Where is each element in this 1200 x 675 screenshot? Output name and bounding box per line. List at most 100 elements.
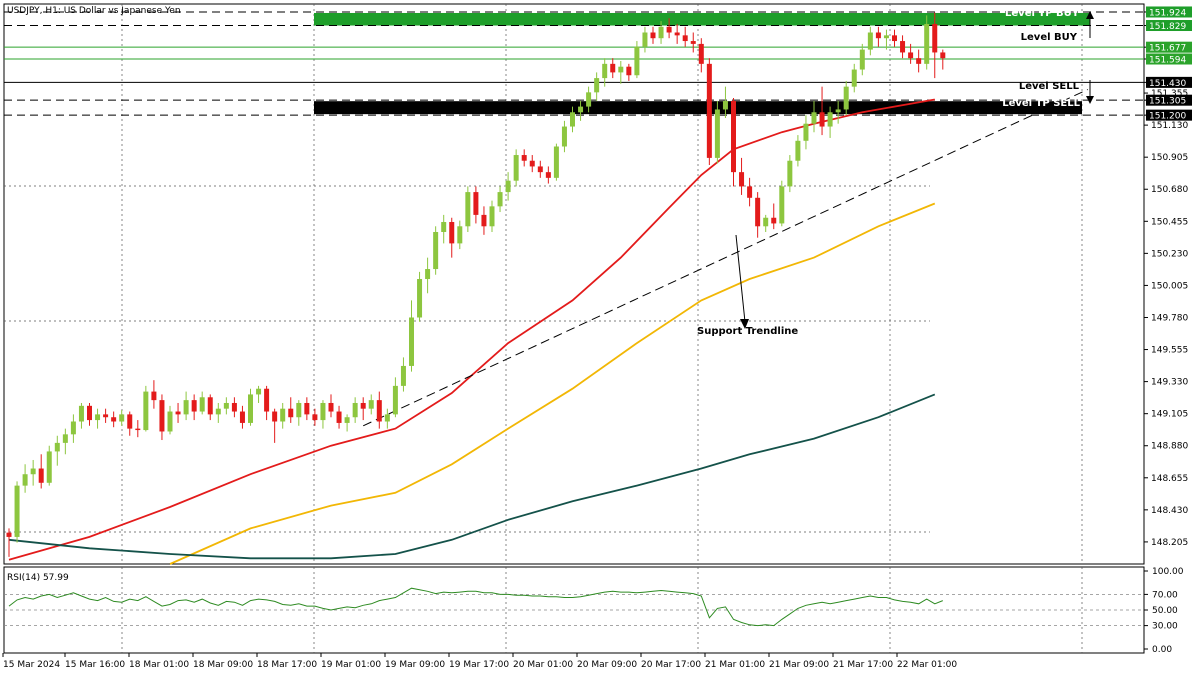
candle-body bbox=[231, 402, 237, 412]
candle-body bbox=[731, 100, 736, 173]
candle-body bbox=[924, 23, 930, 64]
candle bbox=[320, 400, 326, 429]
price-label-box bbox=[1146, 94, 1192, 106]
candle-body bbox=[570, 112, 575, 127]
candle-body bbox=[223, 402, 229, 409]
candle bbox=[46, 445, 52, 486]
candle-body bbox=[175, 411, 181, 415]
candle bbox=[731, 98, 736, 187]
candle-body bbox=[497, 192, 503, 207]
x-tick-label: 20 Mar 09:00 bbox=[577, 660, 637, 670]
candle-body bbox=[70, 421, 76, 435]
candle bbox=[521, 149, 527, 167]
candle bbox=[54, 435, 60, 466]
candle bbox=[392, 377, 398, 418]
candle-body bbox=[191, 400, 197, 412]
candle-body bbox=[38, 468, 44, 483]
candle bbox=[618, 60, 624, 84]
candle bbox=[578, 100, 584, 121]
candle-body bbox=[151, 391, 157, 401]
candle-body bbox=[368, 400, 374, 409]
candle bbox=[674, 23, 680, 44]
candle-body bbox=[288, 408, 294, 418]
candle bbox=[231, 397, 237, 418]
candle-body bbox=[473, 192, 479, 215]
candle bbox=[465, 186, 471, 232]
candle bbox=[779, 180, 785, 227]
candle-body bbox=[392, 385, 398, 415]
candle bbox=[30, 459, 36, 486]
candle-body bbox=[256, 388, 262, 395]
price-label: 151.924 bbox=[1149, 8, 1186, 18]
candle-body bbox=[62, 434, 68, 443]
tp-sell-zone bbox=[314, 101, 1082, 115]
candle-body bbox=[239, 411, 245, 423]
candle bbox=[111, 411, 117, 428]
candle bbox=[449, 217, 455, 258]
candle-body bbox=[811, 112, 817, 124]
candle-body bbox=[384, 414, 390, 422]
rsi-tick-label: 70.00 bbox=[1152, 590, 1178, 600]
candle bbox=[328, 394, 334, 418]
candle bbox=[892, 29, 897, 47]
candle bbox=[851, 63, 857, 93]
candle bbox=[400, 357, 406, 392]
candle-body bbox=[819, 112, 825, 127]
candle-body bbox=[674, 32, 680, 36]
candle-body bbox=[827, 112, 833, 127]
x-tick-label: 18 Mar 17:00 bbox=[257, 660, 317, 670]
y-tick-label: 150.680 bbox=[1151, 185, 1188, 195]
candle bbox=[666, 18, 672, 39]
candle-body bbox=[199, 397, 205, 412]
candle-body bbox=[264, 388, 270, 412]
x-tick-label: 18 Mar 01:00 bbox=[129, 660, 189, 670]
sell-arrow-icon bbox=[1086, 80, 1094, 104]
x-tick-label: 21 Mar 01:00 bbox=[705, 660, 765, 670]
candle bbox=[658, 21, 664, 44]
candle-body bbox=[747, 186, 753, 198]
candle-body bbox=[594, 78, 600, 93]
x-tick-label: 22 Mar 01:00 bbox=[897, 660, 957, 670]
candle bbox=[682, 26, 688, 47]
candle-body bbox=[167, 411, 173, 432]
x-tick-label: 15 Mar 16:00 bbox=[65, 660, 125, 670]
candle-body bbox=[312, 414, 318, 421]
candle bbox=[602, 58, 608, 87]
candle-body bbox=[215, 408, 221, 415]
candle-body bbox=[304, 402, 310, 415]
candle bbox=[417, 271, 423, 322]
candle bbox=[875, 26, 881, 47]
candle-body bbox=[449, 222, 455, 244]
candle-body bbox=[908, 52, 914, 59]
candle-body bbox=[46, 451, 52, 483]
candle bbox=[441, 214, 447, 244]
x-tick-label: 21 Mar 17:00 bbox=[833, 660, 893, 670]
candle bbox=[256, 385, 262, 403]
candle-body bbox=[441, 222, 447, 232]
candle bbox=[497, 186, 503, 213]
candle bbox=[6, 528, 12, 557]
price-axis: 151.924151.829151.677151.594151.430151.3… bbox=[1144, 6, 1192, 655]
candle-body bbox=[272, 411, 278, 422]
horizontal-levels bbox=[4, 11, 1144, 116]
candles bbox=[6, 12, 946, 557]
candle bbox=[175, 402, 181, 423]
support-trendline[interactable] bbox=[362, 89, 1088, 427]
candle bbox=[570, 106, 575, 133]
candle-body bbox=[425, 269, 431, 280]
candle bbox=[722, 86, 728, 118]
candle bbox=[835, 100, 841, 124]
candle bbox=[368, 394, 374, 415]
x-tick-label: 20 Mar 17:00 bbox=[641, 660, 701, 670]
candle bbox=[690, 32, 696, 53]
candle bbox=[167, 405, 173, 435]
candle bbox=[191, 394, 197, 421]
price-label-box bbox=[1146, 20, 1192, 32]
tp-buy-zone bbox=[314, 12, 1090, 26]
candle bbox=[304, 397, 310, 421]
candle bbox=[352, 397, 358, 423]
candle-body bbox=[376, 400, 382, 422]
candle bbox=[586, 86, 592, 113]
candle bbox=[135, 420, 141, 438]
